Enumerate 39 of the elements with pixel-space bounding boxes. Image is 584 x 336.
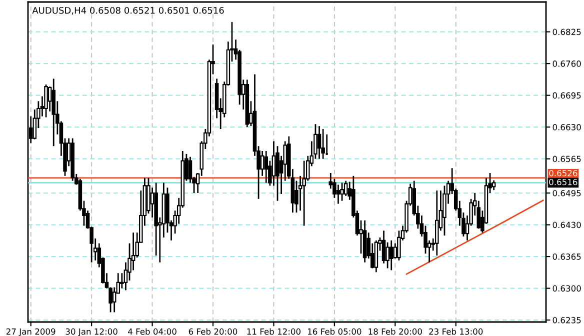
x-tick-label: 6 Feb 20:00 bbox=[188, 328, 238, 335]
x-tick-label: 30 Jan 12:00 bbox=[66, 328, 118, 336]
ref-line-label: 0.6516 bbox=[549, 178, 578, 186]
chart-title: AUDUSD,H4 0.6508 0.6521 0.6501 0.6516 bbox=[32, 6, 224, 15]
candlestick bbox=[336, 184, 340, 204]
candlestick bbox=[302, 160, 306, 226]
candlestick bbox=[317, 125, 322, 160]
x-tick-label: 18 Feb 20:00 bbox=[368, 328, 422, 335]
y-tick-label: 0.6760 bbox=[552, 60, 581, 67]
candlestick bbox=[386, 242, 390, 269]
candlestick bbox=[397, 230, 401, 262]
candlestick bbox=[382, 230, 386, 264]
candlestick bbox=[276, 145, 280, 202]
candlestick bbox=[321, 128, 325, 160]
candlestick bbox=[44, 84, 48, 118]
candlestick bbox=[52, 78, 56, 147]
x-tick-label: 23 Feb 13:00 bbox=[429, 328, 483, 335]
candlestick bbox=[389, 240, 394, 271]
x-tick-label: 27 Jan 2009 bbox=[6, 328, 56, 336]
y-tick-label: 0.6365 bbox=[552, 254, 581, 260]
candlestick bbox=[340, 182, 344, 202]
candlestick bbox=[442, 185, 446, 236]
y-tick-label: 0.6495 bbox=[552, 190, 581, 196]
candlestick bbox=[344, 180, 348, 197]
ref-line-label: 0.6526 bbox=[549, 170, 578, 176]
candlestick bbox=[435, 190, 439, 256]
x-tick-label: 11 Feb 12:00 bbox=[247, 328, 300, 335]
y-tick-label: 0.6235 bbox=[552, 317, 581, 324]
candlestick bbox=[272, 140, 276, 186]
candlestick bbox=[264, 150, 268, 184]
y-tick-label: 0.6565 bbox=[552, 156, 581, 162]
x-tick-label: 4 Feb 04:00 bbox=[128, 328, 176, 335]
y-tick-label: 0.6430 bbox=[552, 222, 581, 228]
line-series bbox=[406, 200, 544, 275]
x-tick-label: 16 Feb 05:00 bbox=[308, 328, 362, 335]
y-tick-label: 0.6630 bbox=[552, 124, 581, 130]
y-tick-label: 0.6825 bbox=[552, 28, 581, 36]
y-tick-label: 0.6300 bbox=[552, 285, 581, 292]
y-tick-label: 0.6695 bbox=[552, 92, 581, 99]
